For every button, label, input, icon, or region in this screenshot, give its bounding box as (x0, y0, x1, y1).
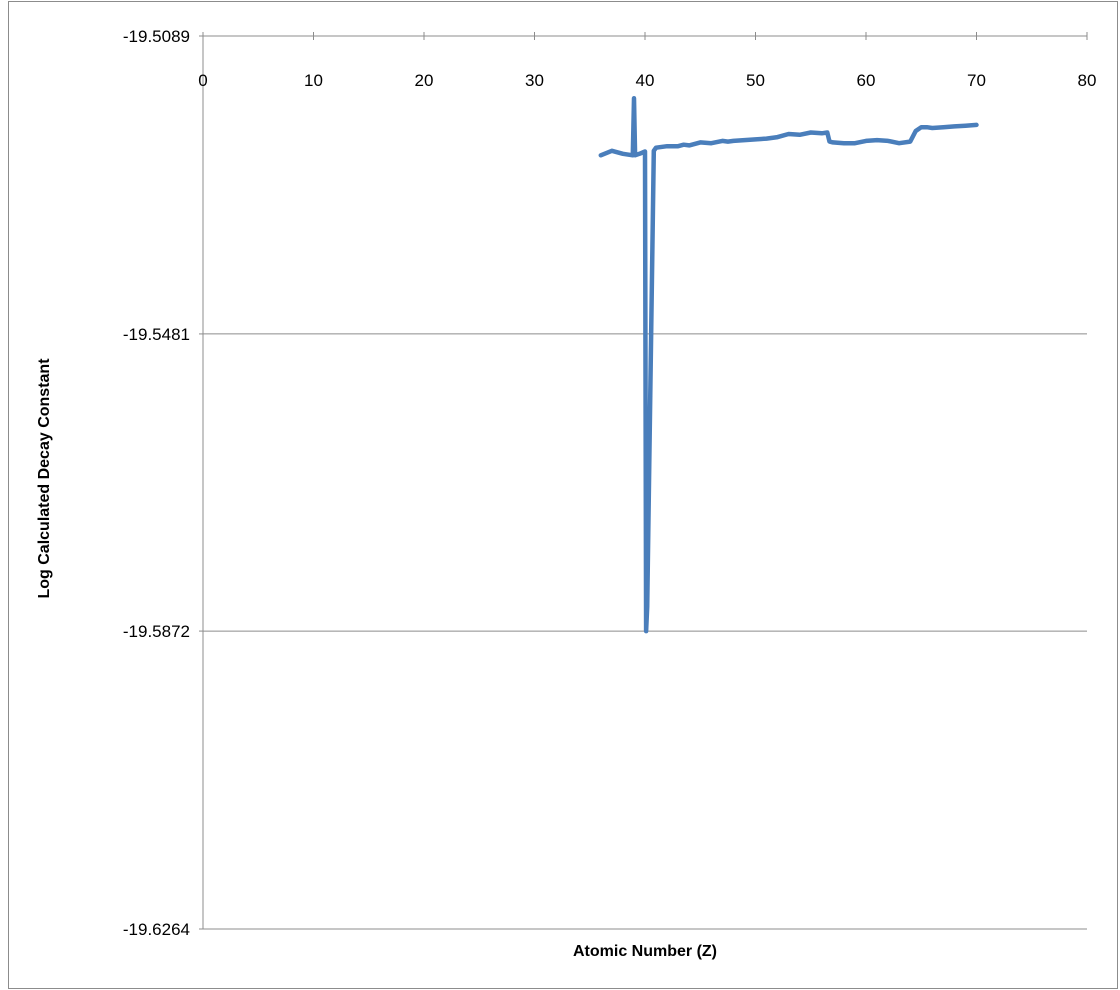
series-layer (598, 96, 979, 634)
x-tick-label: 20 (415, 71, 434, 90)
y-axis-title: Log Calculated Decay Constant (36, 358, 53, 599)
x-axis-title: Atomic Number (Z) (573, 943, 717, 960)
x-tick-label: 80 (1078, 71, 1097, 90)
x-tick-label: 70 (967, 71, 986, 90)
x-tick-label: 50 (746, 71, 765, 90)
y-axis-ticks: -19.5089 -19.5481 -19.5872 -19.6264 (123, 27, 203, 939)
y-tick-label: -19.5872 (123, 622, 190, 641)
x-tick-label: 0 (198, 71, 207, 90)
y-tick-label: -19.5089 (123, 27, 190, 46)
x-axis-ticks: 0 10 20 30 40 50 60 70 80 (198, 32, 1096, 90)
x-tick-label: 60 (857, 71, 876, 90)
x-tick-label: 40 (636, 71, 655, 90)
series-line-0 (598, 96, 979, 634)
x-tick-label: 10 (304, 71, 323, 90)
x-tick-label: 30 (525, 71, 544, 90)
y-tick-label: -19.5481 (123, 325, 190, 344)
y-tick-label: -19.6264 (123, 920, 190, 939)
chart-svg: 0 10 20 30 40 50 60 70 80 -19.5089 -19.5481 -19.58… (36, 27, 1096, 960)
chart-area: 0 10 20 30 40 50 60 70 80 -19.5089 -19.5481 -19.58… (8, 1, 1118, 989)
